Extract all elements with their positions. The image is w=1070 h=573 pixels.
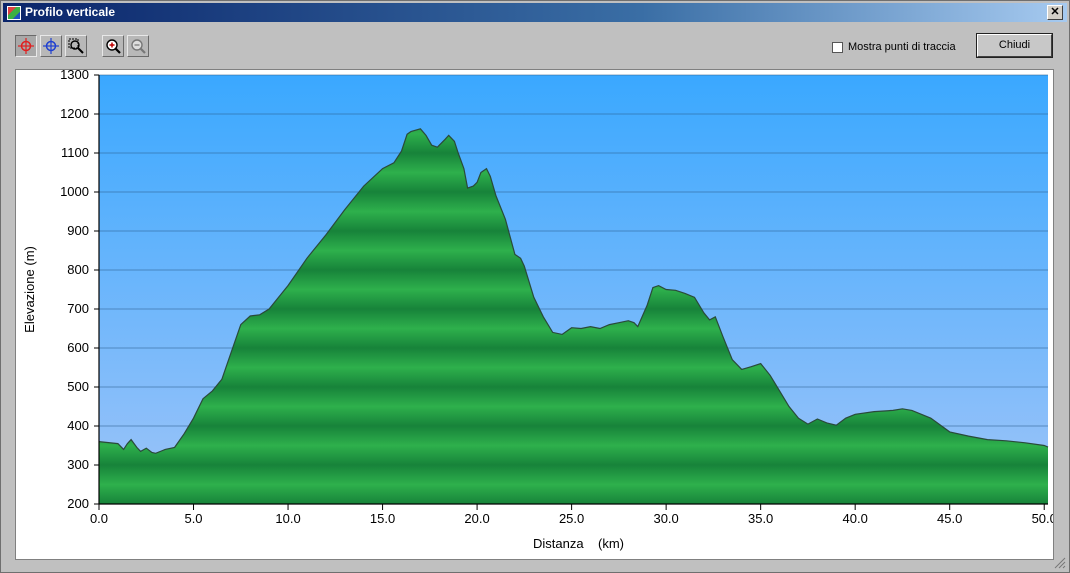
- y-tick-label: 900: [67, 223, 89, 238]
- zoom-area-icon: [68, 38, 84, 54]
- select-point-red-button[interactable]: [15, 35, 37, 57]
- zoom-in-icon: [106, 39, 121, 54]
- y-axis-title: Elevazione (m): [22, 246, 37, 333]
- x-tick-label: 45.0: [937, 511, 962, 526]
- y-tick-label: 500: [67, 379, 89, 394]
- window-close-button[interactable]: ✕: [1047, 5, 1063, 20]
- show-track-points-toggle[interactable]: Mostra punti di traccia: [832, 41, 956, 53]
- y-tick-label: 1000: [60, 184, 89, 199]
- resize-grip-icon[interactable]: [1054, 557, 1066, 569]
- show-track-points-checkbox[interactable]: [832, 41, 843, 53]
- plot-area[interactable]: 200 300 400 500 600 700 800 900 1000 1100 1200 1300…: [15, 67, 1057, 560]
- y-tick-label: 800: [67, 262, 89, 277]
- x-tick-label: 50.0: [1032, 511, 1053, 526]
- y-tick-label: 400: [67, 418, 89, 433]
- x-tick-label: 0.0: [90, 511, 108, 526]
- elevation-profile-chart[interactable]: 200 300 400 500 600 700 800 900 1000 1100 1200 1300…: [16, 67, 1057, 559]
- x-tick-label: 5.0: [184, 511, 202, 526]
- x-tick-label: 35.0: [748, 511, 773, 526]
- close-button[interactable]: Chiudi: [976, 33, 1053, 58]
- y-tick-label: 1100: [61, 145, 89, 160]
- crosshair-blue-icon: [43, 38, 59, 54]
- zoom-out-icon: [131, 39, 146, 54]
- elevation-area: [99, 128, 1048, 505]
- x-tick-label: 30.0: [653, 511, 678, 526]
- title-bar[interactable]: Profilo verticale ✕: [3, 3, 1067, 22]
- y-tick-label: 1200: [60, 106, 89, 121]
- y-tick-label: 600: [67, 340, 89, 355]
- y-tick-label: 300: [67, 457, 89, 472]
- x-tick-label: 15.0: [370, 511, 395, 526]
- x-tick-label: 25.0: [559, 511, 584, 526]
- show-track-points-label: Mostra punti di traccia: [848, 41, 956, 53]
- zoom-out-button[interactable]: [127, 35, 149, 57]
- zoom-in-button[interactable]: [102, 35, 124, 57]
- elevation-line: [98, 128, 1049, 454]
- toolbar: Mostra punti di traccia Chiudi: [1, 23, 1069, 67]
- x-tick-label: 20.0: [464, 511, 489, 526]
- crosshair-red-icon: [18, 38, 34, 54]
- window-title: Profilo verticale: [25, 5, 116, 19]
- x-axis-title: Distanza (km): [533, 536, 624, 551]
- x-tick-label: 10.0: [275, 511, 300, 526]
- y-tick-label: 200: [67, 496, 89, 511]
- x-tick-label: 40.0: [843, 511, 868, 526]
- zoom-area-button[interactable]: [65, 35, 87, 57]
- y-tick-label: 700: [67, 301, 89, 316]
- select-point-blue-button[interactable]: [40, 35, 62, 57]
- y-tick-label: 1300: [60, 70, 89, 82]
- app-icon: [7, 6, 21, 20]
